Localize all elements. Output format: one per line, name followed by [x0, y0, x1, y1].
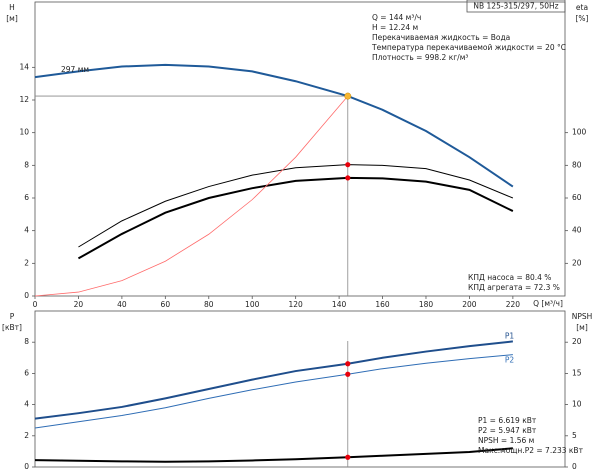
annotation: КПД насоса = 80.4 % [468, 273, 551, 282]
y-tick-label: 12 [19, 95, 29, 104]
annotation: Макс.мощн.P2 = 7.233 кВт [478, 446, 584, 455]
y-tick-label: 8 [24, 337, 29, 346]
x-tick-label: 80 [204, 300, 214, 309]
series-line [77, 176, 514, 260]
series-label: P2 [505, 356, 515, 365]
annotation: P1 = 6.619 кВт [478, 416, 537, 425]
x-tick-label: 60 [161, 300, 171, 309]
y-tick-label: 4 [24, 400, 29, 409]
y-tick-label: 10 [19, 128, 29, 137]
y2-tick-label: 0 [572, 462, 577, 471]
y2-tick-label: 20 [572, 258, 582, 267]
annotation: Q = 144 м³/ч [372, 13, 421, 22]
y2-axis-unit: [м] [576, 323, 588, 332]
annotation: P2 = 5.947 кВт [478, 426, 537, 435]
x-tick-label: 0 [33, 300, 38, 309]
y-tick-label: 8 [24, 160, 29, 169]
y-axis-unit: [кВт] [2, 323, 22, 332]
x-tick-label: 200 [462, 300, 477, 309]
x-axis-label: Q [м³/ч] [533, 299, 563, 308]
plot-frame [34, 310, 566, 468]
x-tick-label: 220 [506, 300, 521, 309]
y-axis-unit: [м] [6, 14, 18, 23]
annotation: H = 12.24 м [372, 23, 418, 32]
x-tick-label: 160 [375, 300, 390, 309]
series-line [34, 447, 513, 463]
annotation: Температура перекачиваемой жидкости = 20… [371, 43, 566, 52]
x-tick-label: 140 [332, 300, 347, 309]
annotation: NPSH = 1.56 м [478, 436, 534, 445]
y-tick-label: 0 [24, 291, 29, 300]
y2-tick-label: 40 [572, 226, 582, 235]
y2-tick-label: 10 [572, 400, 582, 409]
y-tick-label: 0 [24, 462, 29, 471]
y2-tick-label: 100 [572, 128, 587, 137]
y-tick-label: 4 [24, 226, 29, 235]
y-tick-label: 14 [19, 62, 29, 71]
y2-axis-unit: [%] [576, 14, 589, 23]
series-line [34, 63, 514, 188]
duty-marker [345, 361, 351, 367]
series-line [34, 95, 349, 297]
y2-tick-label: 80 [572, 160, 582, 169]
duty-marker [345, 371, 351, 377]
operating-point [344, 92, 352, 100]
y2-tick-label: 60 [572, 193, 582, 202]
y2-axis-label: eta [576, 3, 588, 12]
x-tick-label: 180 [419, 300, 434, 309]
y2-axis-label: NPSH [572, 312, 593, 321]
annotation: Перекачиваемая жидкость = Вода [372, 33, 510, 42]
y-axis-label: P [10, 312, 15, 321]
y2-tick-label: 15 [572, 368, 582, 377]
chart-title: NB 125-315/297, 50Hz [473, 2, 558, 11]
annotation: Плотность = 998.2 кг/м³ [372, 53, 468, 62]
series-label: P1 [505, 331, 515, 340]
series-line [34, 340, 513, 420]
plot-frame [34, 1, 566, 297]
y-tick-label: 2 [24, 431, 29, 440]
y-axis-label: H [9, 3, 15, 12]
x-tick-label: 40 [117, 300, 127, 309]
series-line [78, 164, 514, 248]
y2-tick-label: 5 [572, 431, 577, 440]
y-tick-label: 2 [24, 258, 29, 267]
x-tick-label: 20 [74, 300, 84, 309]
y2-tick-label: 20 [572, 337, 582, 346]
x-tick-label: 120 [288, 300, 303, 309]
y-tick-label: 6 [24, 368, 29, 377]
x-tick-label: 100 [245, 300, 260, 309]
duty-marker [345, 162, 351, 168]
series-label: 297 мм [61, 65, 89, 74]
annotation: КПД агрегата = 72.3 % [468, 283, 560, 292]
series-line [34, 354, 513, 429]
duty-marker [345, 175, 351, 181]
duty-marker [345, 454, 351, 460]
y-tick-label: 6 [24, 193, 29, 202]
